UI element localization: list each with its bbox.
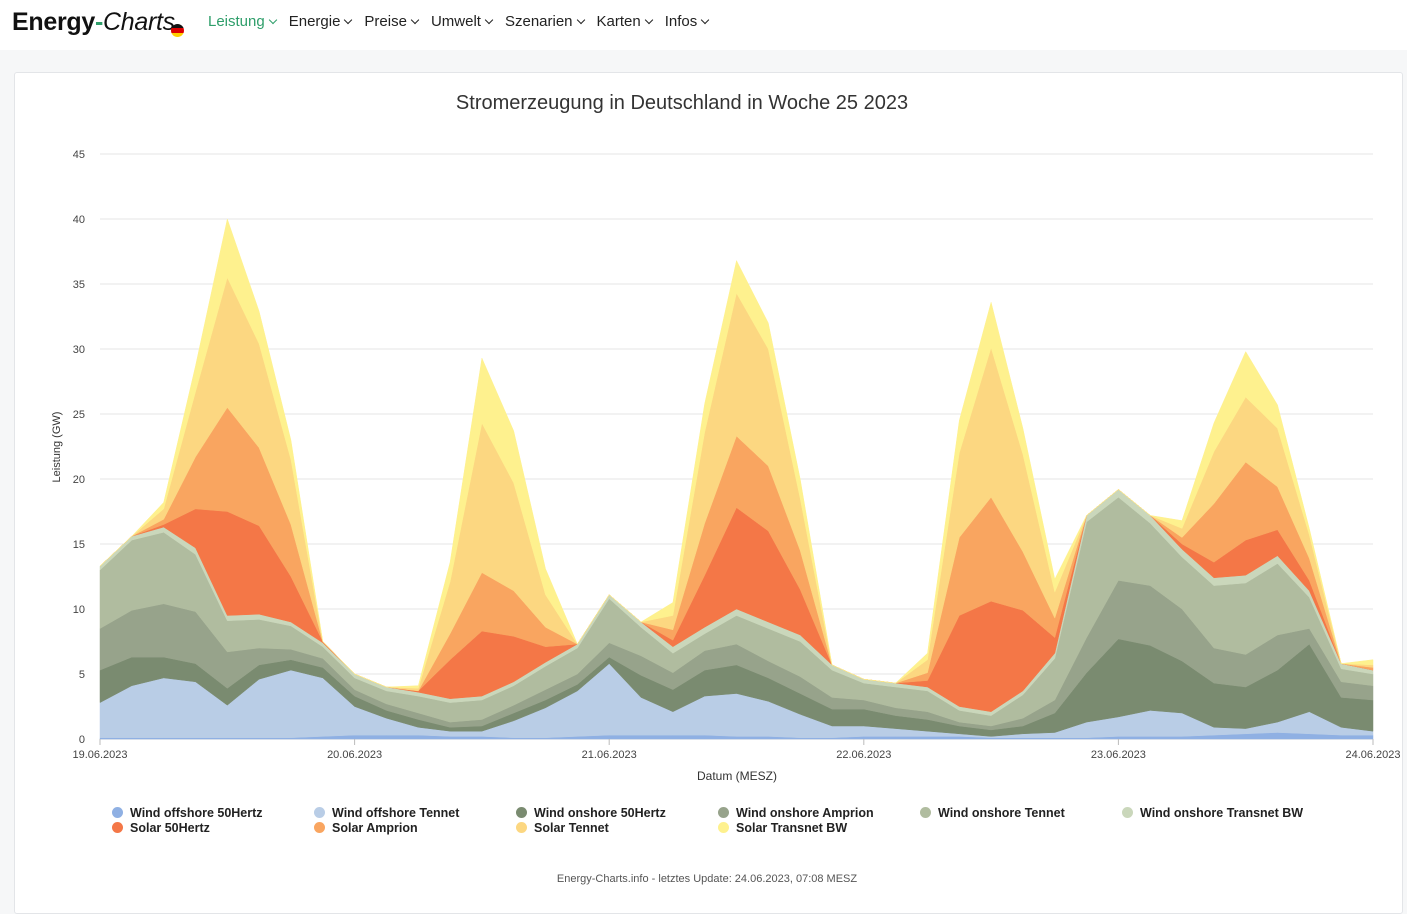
german-flag-icon [171, 24, 184, 37]
legend-item[interactable]: Wind offshore 50Hertz [112, 806, 263, 820]
main-nav: Leistung Energie Preise Umwelt Szenarien… [208, 13, 721, 30]
nav-karten[interactable]: Karten [597, 13, 653, 30]
y-tick-label: 0 [79, 734, 85, 746]
legend-item[interactable]: Solar 50Hertz [112, 821, 210, 835]
y-axis: 0 5 10 15 20 25 30 35 40 45 [73, 149, 85, 746]
legend-label: Wind offshore 50Hertz [130, 806, 263, 820]
nav-infos[interactable]: Infos [665, 13, 710, 30]
legend-label: Solar 50Hertz [130, 821, 210, 835]
legend-label: Wind onshore Transnet BW [1140, 806, 1304, 820]
legend-item[interactable]: Solar Transnet BW [718, 821, 847, 835]
x-tick-label: 21.06.2023 [582, 749, 637, 761]
legend-marker-icon [718, 807, 729, 818]
x-tick-label: 24.06.2023 [1345, 749, 1400, 761]
y-tick-label: 5 [79, 669, 85, 681]
legend-label: Solar Tennet [534, 821, 609, 835]
area-series-solar-transnet-bw[interactable] [99, 218, 1374, 689]
legend-marker-icon [920, 807, 931, 818]
chart-title: Stromerzeugung in Deutschland in Woche 2… [455, 92, 909, 114]
x-tick-label: 22.06.2023 [836, 749, 891, 761]
legend-label: Wind onshore Amprion [736, 806, 874, 820]
legend-marker-icon [112, 807, 123, 818]
nav-umwelt[interactable]: Umwelt [431, 13, 494, 30]
legend-label: Wind onshore 50Hertz [534, 806, 666, 820]
y-tick-label: 35 [73, 279, 85, 291]
area-chart: 0 5 10 15 20 25 30 35 40 45 19.06.2023 20.06.2023 2… [51, 149, 1401, 783]
legend-label: Solar Amprion [332, 821, 418, 835]
nav-energie[interactable]: Energie [289, 13, 353, 30]
legend-marker-icon [112, 822, 123, 833]
y-tick-label: 30 [73, 344, 85, 356]
nav-preise[interactable]: Preise [364, 13, 420, 30]
legend-label: Wind onshore Tennet [938, 806, 1065, 820]
legend-marker-icon [516, 807, 527, 818]
legend-item[interactable]: Wind onshore Amprion [718, 806, 874, 820]
y-tick-label: 10 [73, 604, 85, 616]
x-tick-label: 20.06.2023 [327, 749, 382, 761]
legend-item[interactable]: Wind offshore Tennet [314, 806, 459, 820]
y-tick-label: 40 [73, 214, 85, 226]
legend-marker-icon [718, 822, 729, 833]
x-tick-label: 19.06.2023 [72, 749, 127, 761]
x-tick-label: 23.06.2023 [1091, 749, 1146, 761]
y-tick-label: 45 [73, 149, 85, 161]
legend-label: Solar Transnet BW [736, 821, 848, 835]
legend-item[interactable]: Wind onshore Transnet BW [1122, 806, 1303, 820]
y-tick-label: 25 [73, 409, 85, 421]
legend-item[interactable]: Wind onshore 50Hertz [516, 806, 666, 820]
y-tick-label: 15 [73, 539, 85, 551]
top-navbar: Energy-Charts Leistung Energie Preise Um… [0, 0, 1407, 50]
legend-item[interactable]: Solar Tennet [516, 821, 609, 835]
nav-leistung[interactable]: Leistung [208, 13, 277, 30]
x-axis: 19.06.2023 20.06.2023 21.06.2023 22.06.2023… [72, 739, 1401, 761]
legend-marker-icon [1122, 807, 1133, 818]
legend-item[interactable]: Wind onshore Tennet [920, 806, 1065, 820]
energy-charts-logo[interactable]: Energy-Charts [12, 8, 175, 36]
nav-szenarien[interactable]: Szenarien [505, 13, 585, 30]
legend-item[interactable]: Solar Amprion [314, 821, 418, 835]
legend-marker-icon [314, 822, 325, 833]
y-tick-label: 20 [73, 474, 85, 486]
legend-marker-icon [516, 822, 527, 833]
legend-label: Wind offshore Tennet [332, 806, 460, 820]
footer-update-info: Energy-Charts.info - letztes Update: 24.… [556, 873, 858, 885]
y-axis-label: Leistung (GW) [51, 412, 63, 483]
x-axis-label: Datum (MESZ) [697, 769, 777, 783]
legend-marker-icon [314, 807, 325, 818]
